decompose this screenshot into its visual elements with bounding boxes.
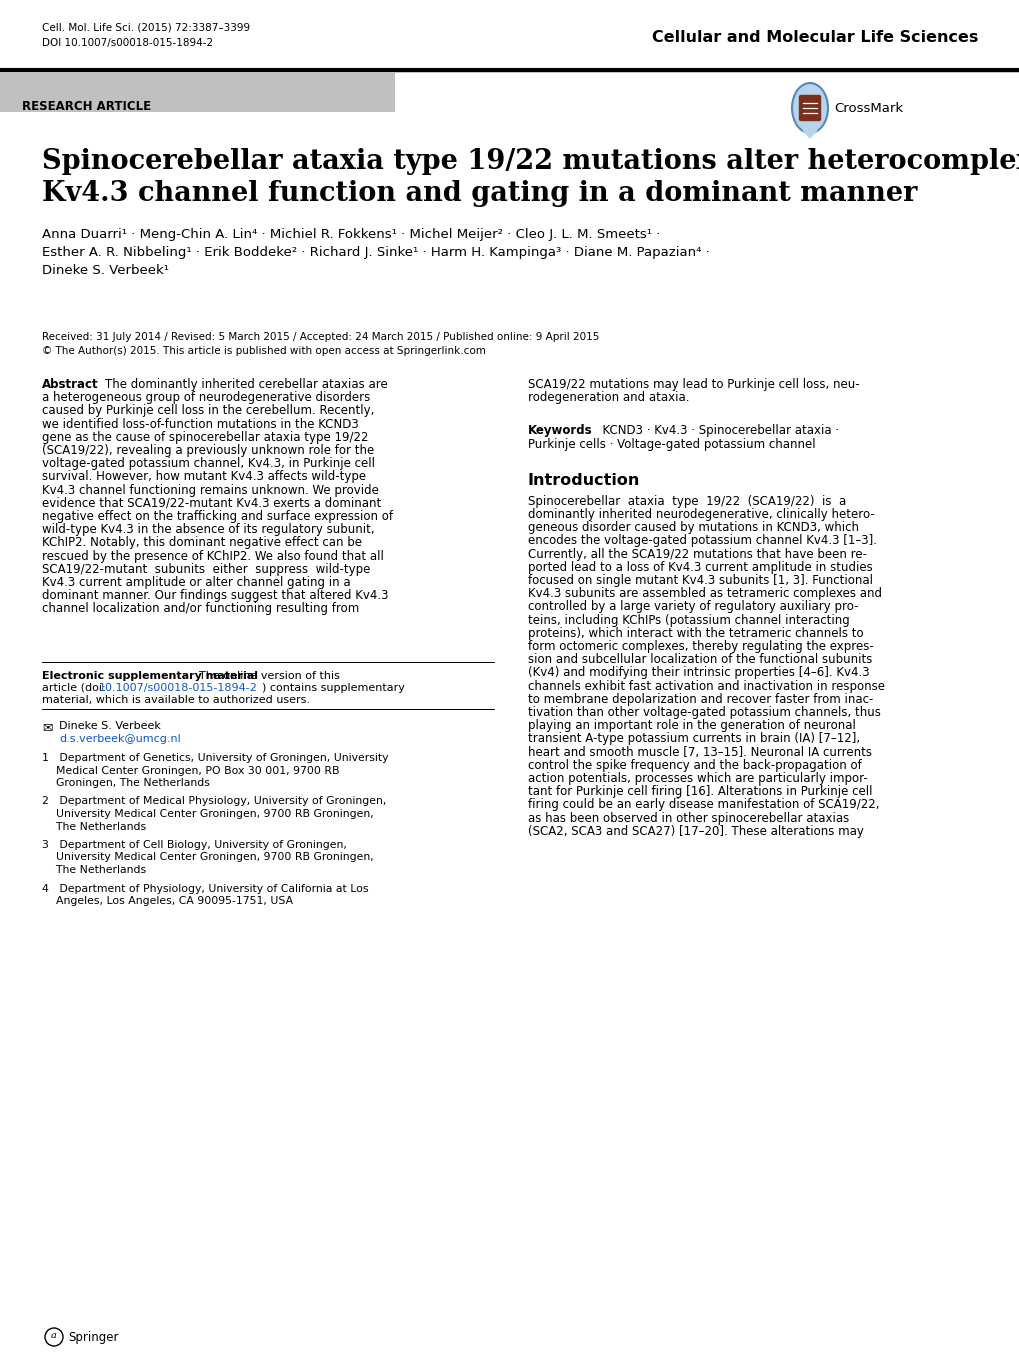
Text: channels exhibit fast activation and inactivation in response: channels exhibit fast activation and ina… — [528, 680, 884, 692]
Text: SCA19/22 mutations may lead to Purkinje cell loss, neu-: SCA19/22 mutations may lead to Purkinje … — [528, 378, 859, 392]
Text: Dineke S. Verbeek: Dineke S. Verbeek — [59, 721, 161, 730]
Ellipse shape — [45, 1328, 63, 1346]
Text: encodes the voltage-gated potassium channel Kv4.3 [1–3].: encodes the voltage-gated potassium chan… — [528, 534, 876, 547]
Text: (SCA19/22), revealing a previously unknown role for the: (SCA19/22), revealing a previously unkno… — [42, 444, 374, 457]
Text: proteins), which interact with the tetrameric channels to: proteins), which interact with the tetra… — [528, 627, 863, 640]
Text: Spinocerebellar  ataxia  type  19/22  (SCA19/22)  is  a: Spinocerebellar ataxia type 19/22 (SCA19… — [528, 495, 846, 508]
Polygon shape — [802, 130, 816, 138]
Text: geneous disorder caused by mutations in KCND3, which: geneous disorder caused by mutations in … — [528, 522, 858, 534]
Text: dominant manner. Our findings suggest that altered Kv4.3: dominant manner. Our findings suggest th… — [42, 589, 388, 602]
Text: wild-type Kv4.3 in the absence of its regulatory subunit,: wild-type Kv4.3 in the absence of its re… — [42, 523, 374, 537]
Text: RESEARCH ARTICLE: RESEARCH ARTICLE — [22, 100, 151, 112]
Text: material, which is available to authorized users.: material, which is available to authoriz… — [42, 695, 310, 705]
Text: a heterogeneous group of neurodegenerative disorders: a heterogeneous group of neurodegenerati… — [42, 392, 370, 404]
Text: Spinocerebellar ataxia type 19/22 mutations alter heterocomplex: Spinocerebellar ataxia type 19/22 mutati… — [42, 148, 1019, 175]
Text: University Medical Center Groningen, 9700 RB Groningen,: University Medical Center Groningen, 970… — [42, 809, 373, 818]
Text: Received: 31 July 2014 / Revised: 5 March 2015 / Accepted: 24 March 2015 / Publi: Received: 31 July 2014 / Revised: 5 Marc… — [42, 332, 599, 341]
Text: Introduction: Introduction — [528, 473, 640, 488]
Text: ✉: ✉ — [42, 721, 52, 734]
Text: 1   Department of Genetics, University of Groningen, University: 1 Department of Genetics, University of … — [42, 753, 388, 763]
Text: playing an important role in the generation of neuronal: playing an important role in the generat… — [528, 720, 855, 732]
Text: 4   Department of Physiology, University of California at Los: 4 Department of Physiology, University o… — [42, 883, 368, 893]
Text: 10.1007/s00018-015-1894-2: 10.1007/s00018-015-1894-2 — [99, 683, 258, 692]
Text: control the spike frequency and the back-propagation of: control the spike frequency and the back… — [528, 759, 861, 772]
Text: transient A-type potassium currents in brain (IA) [7–12],: transient A-type potassium currents in b… — [528, 733, 859, 745]
Text: Electronic supplementary material: Electronic supplementary material — [42, 671, 258, 682]
Text: © The Author(s) 2015. This article is published with open access at Springerlink: © The Author(s) 2015. This article is pu… — [42, 346, 485, 356]
Text: Kv4.3 current amplitude or alter channel gating in a: Kv4.3 current amplitude or alter channel… — [42, 576, 351, 589]
Text: The online version of this: The online version of this — [192, 671, 339, 682]
Text: KChIP2. Notably, this dominant negative effect can be: KChIP2. Notably, this dominant negative … — [42, 537, 362, 549]
Text: sion and subcellular localization of the functional subunits: sion and subcellular localization of the… — [528, 653, 871, 667]
Text: teins, including KChIPs (potassium channel interacting: teins, including KChIPs (potassium chann… — [528, 614, 849, 626]
Text: firing could be an early disease manifestation of SCA19/22,: firing could be an early disease manifes… — [528, 798, 878, 812]
Text: KCND3 · Kv4.3 · Spinocerebellar ataxia ·: KCND3 · Kv4.3 · Spinocerebellar ataxia · — [594, 424, 839, 438]
FancyBboxPatch shape — [0, 72, 394, 112]
Text: Springer: Springer — [68, 1331, 118, 1344]
Text: we identified loss-of-function mutations in the KCND3: we identified loss-of-function mutations… — [42, 417, 359, 431]
Text: dominantly inherited neurodegenerative, clinically hetero-: dominantly inherited neurodegenerative, … — [528, 508, 874, 522]
Text: d.s.verbeek@umcg.nl: d.s.verbeek@umcg.nl — [59, 734, 180, 744]
Text: tivation than other voltage-gated potassium channels, thus: tivation than other voltage-gated potass… — [528, 706, 880, 720]
Text: a: a — [51, 1332, 57, 1340]
Text: 3   Department of Cell Biology, University of Groningen,: 3 Department of Cell Biology, University… — [42, 840, 346, 850]
Text: Abstract: Abstract — [42, 378, 99, 392]
Text: Purkinje cells · Voltage-gated potassium channel: Purkinje cells · Voltage-gated potassium… — [528, 438, 815, 451]
Text: CrossMark: CrossMark — [834, 102, 902, 115]
Text: Anna Duarri¹ · Meng-Chin A. Lin⁴ · Michiel R. Fokkens¹ · Michel Meijer² · Cleo J: Anna Duarri¹ · Meng-Chin A. Lin⁴ · Michi… — [42, 228, 659, 241]
Text: to membrane depolarization and recover faster from inac-: to membrane depolarization and recover f… — [528, 692, 872, 706]
Text: controlled by a large variety of regulatory auxiliary pro-: controlled by a large variety of regulat… — [528, 600, 858, 614]
Text: University Medical Center Groningen, 9700 RB Groningen,: University Medical Center Groningen, 970… — [42, 852, 373, 863]
Text: gene as the cause of spinocerebellar ataxia type 19/22: gene as the cause of spinocerebellar ata… — [42, 431, 368, 444]
Text: Dineke S. Verbeek¹: Dineke S. Verbeek¹ — [42, 264, 169, 276]
Text: The Netherlands: The Netherlands — [42, 821, 146, 832]
Text: Cell. Mol. Life Sci. (2015) 72:3387–3399: Cell. Mol. Life Sci. (2015) 72:3387–3399 — [42, 22, 250, 33]
Text: Kv4.3 subunits are assembled as tetrameric complexes and: Kv4.3 subunits are assembled as tetramer… — [528, 587, 881, 600]
Text: Currently, all the SCA19/22 mutations that have been re-: Currently, all the SCA19/22 mutations th… — [528, 547, 866, 561]
Text: article (doi:: article (doi: — [42, 683, 106, 692]
Text: ) contains supplementary: ) contains supplementary — [262, 683, 405, 692]
Text: 2   Department of Medical Physiology, University of Groningen,: 2 Department of Medical Physiology, Univ… — [42, 797, 386, 806]
Text: caused by Purkinje cell loss in the cerebellum. Recently,: caused by Purkinje cell loss in the cere… — [42, 404, 374, 417]
Text: negative effect on the trafficking and surface expression of: negative effect on the trafficking and s… — [42, 509, 392, 523]
Text: Medical Center Groningen, PO Box 30 001, 9700 RB: Medical Center Groningen, PO Box 30 001,… — [42, 766, 339, 775]
Text: Groningen, The Netherlands: Groningen, The Netherlands — [42, 778, 210, 789]
Text: rodegeneration and ataxia.: rodegeneration and ataxia. — [528, 392, 689, 404]
Text: focused on single mutant Kv4.3 subunits [1, 3]. Functional: focused on single mutant Kv4.3 subunits … — [528, 575, 872, 587]
Text: rescued by the presence of KChIP2. We also found that all: rescued by the presence of KChIP2. We al… — [42, 550, 383, 562]
Text: voltage-gated potassium channel, Kv4.3, in Purkinje cell: voltage-gated potassium channel, Kv4.3, … — [42, 457, 375, 470]
Text: ported lead to a loss of Kv4.3 current amplitude in studies: ported lead to a loss of Kv4.3 current a… — [528, 561, 872, 573]
Text: The dominantly inherited cerebellar ataxias are: The dominantly inherited cerebellar atax… — [105, 378, 387, 392]
Text: Esther A. R. Nibbeling¹ · Erik Boddeke² · Richard J. Sinke¹ · Harm H. Kampinga³ : Esther A. R. Nibbeling¹ · Erik Boddeke² … — [42, 247, 709, 259]
Text: as has been observed in other spinocerebellar ataxias: as has been observed in other spinocereb… — [528, 812, 849, 825]
Text: (SCA2, SCA3 and SCA27) [17–20]. These alterations may: (SCA2, SCA3 and SCA27) [17–20]. These al… — [528, 825, 863, 837]
FancyBboxPatch shape — [799, 95, 819, 121]
Ellipse shape — [791, 83, 827, 133]
Text: Cellular and Molecular Life Sciences: Cellular and Molecular Life Sciences — [651, 30, 977, 45]
Text: form octomeric complexes, thereby regulating the expres-: form octomeric complexes, thereby regula… — [528, 640, 873, 653]
Text: DOI 10.1007/s00018-015-1894-2: DOI 10.1007/s00018-015-1894-2 — [42, 38, 213, 47]
Text: channel localization and/or functioning resulting from: channel localization and/or functioning … — [42, 603, 359, 615]
Text: survival. However, how mutant Kv4.3 affects wild-type: survival. However, how mutant Kv4.3 affe… — [42, 470, 366, 484]
Text: (Kv4) and modifying their intrinsic properties [4–6]. Kv4.3: (Kv4) and modifying their intrinsic prop… — [528, 667, 869, 679]
Text: Kv4.3 channel functioning remains unknown. We provide: Kv4.3 channel functioning remains unknow… — [42, 484, 378, 496]
Text: Keywords: Keywords — [528, 424, 592, 438]
Text: The Netherlands: The Netherlands — [42, 864, 146, 875]
Text: Angeles, Los Angeles, CA 90095-1751, USA: Angeles, Los Angeles, CA 90095-1751, USA — [42, 896, 292, 906]
Text: evidence that SCA19/22-mutant Kv4.3 exerts a dominant: evidence that SCA19/22-mutant Kv4.3 exer… — [42, 497, 381, 509]
Text: SCA19/22-mutant  subunits  either  suppress  wild-type: SCA19/22-mutant subunits either suppress… — [42, 562, 370, 576]
Text: heart and smooth muscle [7, 13–15]. Neuronal IA currents: heart and smooth muscle [7, 13–15]. Neur… — [528, 745, 871, 759]
Text: action potentials, processes which are particularly impor-: action potentials, processes which are p… — [528, 772, 867, 785]
Text: tant for Purkinje cell firing [16]. Alterations in Purkinje cell: tant for Purkinje cell firing [16]. Alte… — [528, 785, 871, 798]
Text: Kv4.3 channel function and gating in a dominant manner: Kv4.3 channel function and gating in a d… — [42, 180, 916, 207]
